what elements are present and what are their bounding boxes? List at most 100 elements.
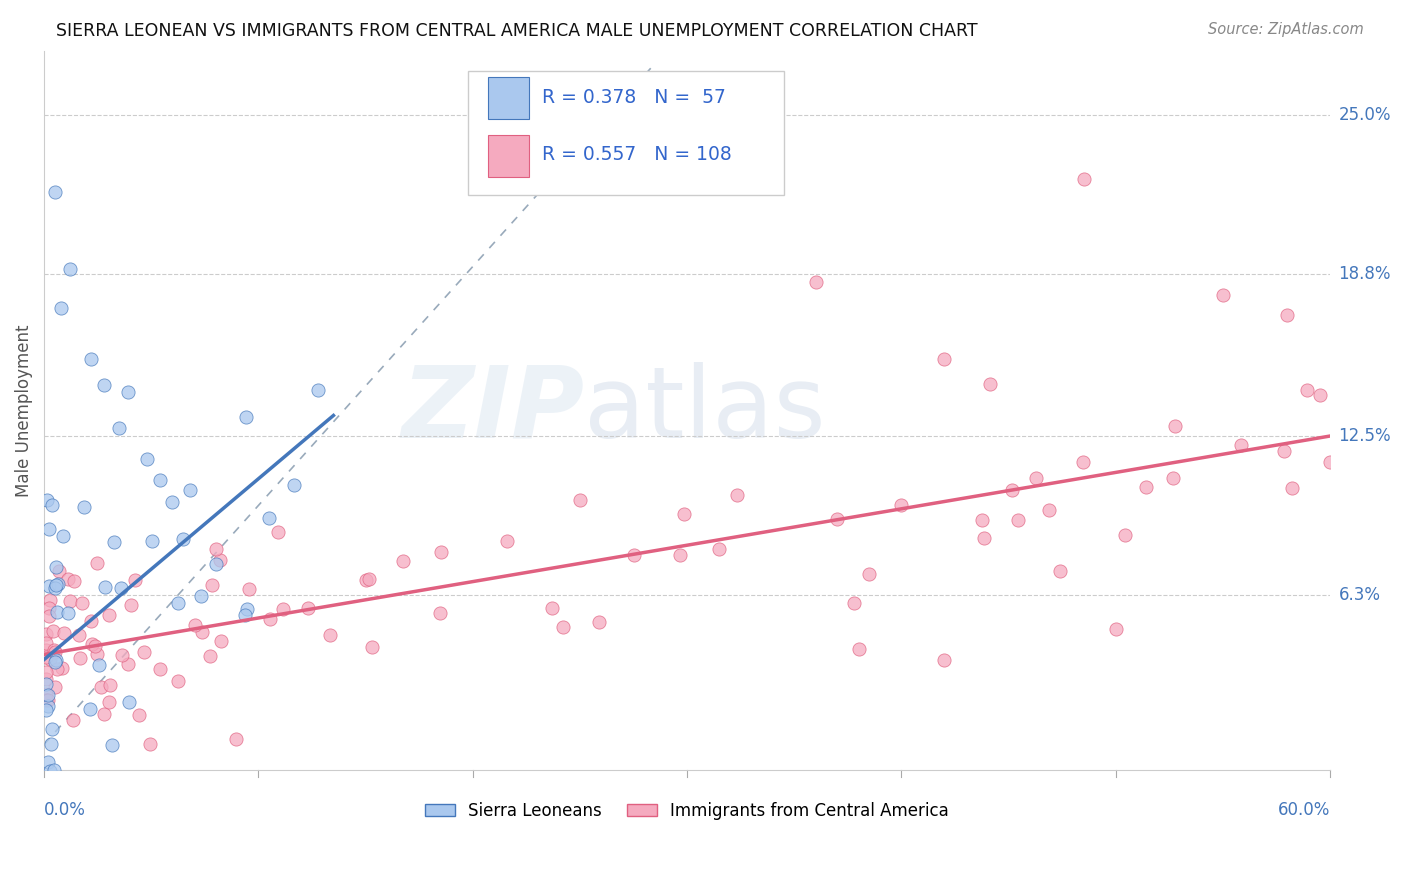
Point (38, 579, 60, 593)
Y-axis label: Male Unemployment: Male Unemployment (15, 324, 32, 497)
Point (49, 775, 72, 789)
Point (979, 376, 1001, 391)
Text: atlas: atlas (585, 362, 825, 458)
Text: SIERRA LEONEAN VS IMMIGRANTS FROM CENTRAL AMERICA MALE UNEMPLOYMENT CORRELATION : SIERRA LEONEAN VS IMMIGRANTS FROM CENTRA… (56, 22, 977, 40)
FancyBboxPatch shape (468, 70, 783, 194)
Point (37, 693, 59, 707)
Point (1212, 287, 1234, 301)
Point (111, 648, 134, 662)
Point (44, 763, 66, 777)
Text: 60.0%: 60.0% (1278, 800, 1330, 819)
Point (354, 573, 377, 587)
Point (45, 653, 67, 667)
Point (39, 737, 62, 751)
Point (35, 642, 58, 657)
Point (93, 706, 115, 721)
Point (238, 582, 260, 596)
Point (35, 636, 58, 650)
Point (117, 657, 139, 672)
Point (1163, 419, 1185, 434)
Point (973, 531, 995, 545)
Point (62, 713, 84, 727)
Point (44, 645, 66, 659)
Point (39, 592, 62, 607)
Point (93, 377, 115, 392)
Point (848, 642, 870, 657)
Point (45, 578, 67, 592)
Point (235, 410, 257, 425)
Point (110, 581, 132, 595)
Point (842, 596, 865, 610)
Text: 12.5%: 12.5% (1339, 427, 1391, 445)
Point (167, 673, 190, 688)
Point (1049, 565, 1071, 579)
Point (138, 737, 160, 751)
Point (568, 493, 591, 508)
Point (540, 601, 562, 615)
Point (1309, 388, 1331, 402)
Point (167, 596, 190, 610)
Point (357, 572, 380, 586)
Point (117, 385, 139, 400)
Point (934, 652, 956, 666)
Point (41, 722, 63, 736)
Point (35, 673, 58, 687)
Point (1272, 443, 1295, 458)
Point (825, 512, 848, 526)
Point (45, 606, 67, 620)
Point (1073, 172, 1095, 186)
Point (225, 731, 247, 746)
Text: ZIP: ZIP (401, 362, 585, 458)
Point (588, 615, 610, 629)
Point (190, 624, 212, 639)
Point (135, 451, 157, 466)
Point (1296, 383, 1319, 397)
Point (38, 522, 60, 536)
Point (273, 602, 295, 616)
Text: Source: ZipAtlas.com: Source: ZipAtlas.com (1208, 22, 1364, 37)
Point (160, 495, 183, 509)
Text: R = 0.557   N = 108: R = 0.557 N = 108 (541, 145, 731, 164)
Point (98, 678, 121, 692)
Point (46, 576, 69, 591)
Point (37, 688, 59, 702)
FancyBboxPatch shape (488, 78, 529, 119)
Point (86, 648, 108, 662)
Point (623, 548, 645, 562)
Point (35, 665, 58, 680)
Point (430, 545, 453, 559)
Point (39, 764, 62, 778)
Point (205, 541, 228, 556)
Point (97, 607, 120, 622)
Point (38, 651, 60, 665)
Point (1135, 480, 1157, 494)
Point (37, 698, 59, 713)
Point (1275, 308, 1298, 322)
Point (209, 633, 232, 648)
Point (35, 627, 58, 641)
Point (56, 572, 79, 586)
Point (84, 776, 107, 790)
Point (67, 627, 90, 641)
Point (52, 625, 75, 640)
Point (934, 351, 956, 366)
Point (858, 567, 880, 582)
Point (108, 421, 131, 435)
Point (42, 624, 65, 639)
Point (75, 776, 97, 790)
Point (44, 185, 66, 199)
Point (1105, 622, 1128, 636)
Point (725, 488, 748, 502)
Point (804, 275, 827, 289)
Point (669, 548, 692, 562)
Point (1007, 513, 1029, 527)
Point (80, 637, 103, 651)
Point (69, 651, 91, 665)
Point (190, 590, 212, 604)
Point (233, 608, 256, 623)
Point (35, 776, 58, 790)
Text: 18.8%: 18.8% (1339, 265, 1391, 283)
Point (59, 262, 82, 277)
Point (297, 601, 319, 615)
Point (98, 695, 121, 709)
